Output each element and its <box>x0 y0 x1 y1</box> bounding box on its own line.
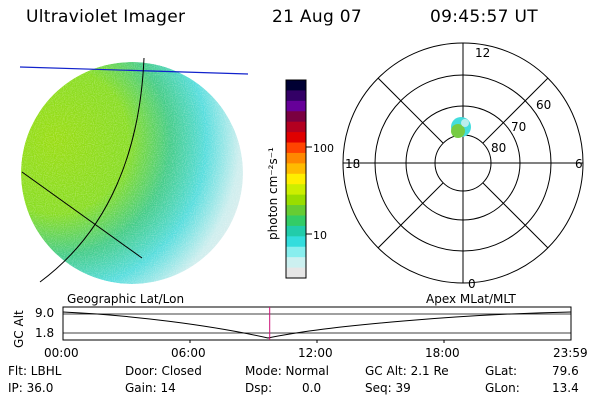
meridian-line <box>21 171 143 259</box>
colorbar-strip <box>286 121 306 133</box>
mlt-label-18: 18 <box>345 157 360 171</box>
mlat-label-60: 60 <box>536 98 551 112</box>
colorbar-strip <box>286 173 306 185</box>
timeline-xtick-1200: 12:00 <box>298 346 333 360</box>
colorbar-strip <box>286 225 306 237</box>
timeline-xtick-1800: 18:00 <box>425 346 460 360</box>
seq-status: Seq: 39 <box>365 381 411 395</box>
ip-status: IP: 36.0 <box>8 381 54 395</box>
mlt-label-12: 12 <box>475 46 490 60</box>
colorbar-strip <box>286 267 306 279</box>
aurora-patch-edge <box>461 119 469 127</box>
colorbar-strip <box>286 246 306 258</box>
colorbar-strip <box>286 163 306 175</box>
polar-diagonal-3 <box>482 77 549 144</box>
mlat-label-80: 80 <box>491 141 506 155</box>
timeline-ytick-9: 9.0 <box>35 306 55 320</box>
glon-value: 13.4 <box>552 381 579 395</box>
colorbar-strip <box>286 257 306 269</box>
dsp-label: Dsp: <box>245 381 273 395</box>
colorbar-unit-label: photon cm⁻²s⁻¹ <box>266 147 280 240</box>
altitude-curve <box>62 311 572 339</box>
gc-alt-status: GC Alt: 2.1 Re <box>365 364 449 378</box>
door-status: Door: Closed <box>125 364 202 378</box>
glat-label: GLat: <box>485 364 518 378</box>
colorbar-strip <box>286 80 306 92</box>
colorbar <box>286 80 306 279</box>
colorbar-label-100: 100 <box>313 142 334 155</box>
colorbar-strip <box>286 184 306 196</box>
instrument-title: Ultraviolet Imager <box>26 7 186 27</box>
polar-plot <box>342 42 584 284</box>
timeline-xtick-2359: 23:59 <box>553 346 588 360</box>
colorbar-strip <box>286 142 306 154</box>
colorbar-frame <box>285 79 307 279</box>
colorbar-strip <box>286 194 306 206</box>
mode-status: Mode: Normal <box>245 364 329 378</box>
colorbar-strip <box>286 215 306 227</box>
image-noise <box>21 62 243 284</box>
colorbar-strip <box>286 132 306 144</box>
time-label: 09:45:57 UT <box>430 7 538 27</box>
timeline-ytick-1-8: 1.8 <box>35 326 55 340</box>
glat-value: 79.6 <box>552 364 579 378</box>
horizon-line <box>19 66 249 75</box>
polar-diagonal-1 <box>377 77 444 144</box>
mlat-label-70: 70 <box>511 120 526 134</box>
colorbar-strip <box>286 100 306 112</box>
colorbar-strip <box>286 205 306 217</box>
polar-diagonal-2 <box>482 182 549 249</box>
earth-image <box>21 62 243 284</box>
timeline-frame <box>62 306 572 341</box>
aurora-patch-core <box>451 124 465 138</box>
timeline-xtick-0000: 00:00 <box>44 346 79 360</box>
mlt-label-6: 6 <box>575 157 583 171</box>
colorbar-strip <box>286 152 306 164</box>
colorbar-strip <box>286 111 306 123</box>
glon-label: GLon: <box>485 381 520 395</box>
timeline-left-title: Geographic Lat/Lon <box>67 292 185 306</box>
dsp-value: 0.0 <box>302 381 322 395</box>
mlt-label-0: 0 <box>468 277 476 291</box>
colorbar-label-10: 10 <box>313 229 327 242</box>
colorbar-strip <box>286 90 306 102</box>
gain-status: Gain: 14 <box>125 381 176 395</box>
date-label: 21 Aug 07 <box>272 7 362 27</box>
timeline-axis-label: GC Alt <box>12 310 26 348</box>
colorbar-strip <box>286 236 306 248</box>
terminator-line <box>39 57 145 283</box>
polar-aurora-patch <box>451 117 471 138</box>
filter-status: Flt: LBHL <box>8 364 62 378</box>
polar-diagonal-4 <box>377 182 444 249</box>
altitude-timeline <box>62 306 572 343</box>
timeline-xtick-0600: 06:00 <box>171 346 206 360</box>
timeline-right-title: Apex MLat/MLT <box>426 292 516 306</box>
